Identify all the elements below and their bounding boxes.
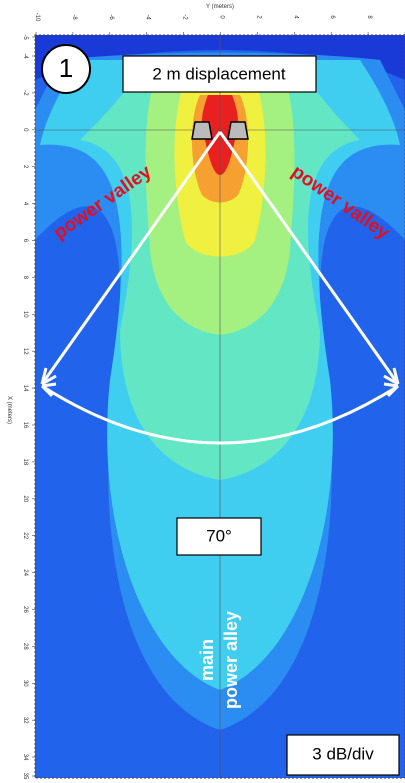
label-box: [122, 55, 317, 93]
left-tick-label: -2: [22, 90, 28, 96]
top-tick-label: -8: [71, 14, 77, 20]
left-tick-label: 2: [22, 165, 28, 169]
top-tick-label: 4: [292, 15, 298, 19]
left-tick-label: 30: [22, 680, 28, 687]
scale-label: 3 dB/div: [312, 744, 374, 763]
coverage-arrows: [40, 131, 400, 445]
left-tick-label: 28: [22, 643, 28, 650]
top-tick-label: 2: [255, 15, 261, 19]
left-tick-label: 0: [22, 128, 28, 132]
top-tick-label: -2: [182, 14, 188, 20]
left-tick-label: 16: [22, 422, 28, 429]
speaker: [191, 121, 213, 140]
left-tick-label: 26: [22, 606, 28, 613]
left-tick-label: 34: [22, 754, 28, 761]
left-tick-label: 8: [22, 276, 28, 280]
left-tick-label: 32: [22, 717, 28, 724]
left-tick-label: 24: [22, 569, 28, 576]
left-tick-label: 10: [22, 311, 28, 318]
displacement-label: 2 m displacement: [152, 64, 286, 83]
left-tick-label: 12: [22, 348, 28, 355]
left-tick-label: -5: [22, 34, 28, 40]
badge-number: 1: [59, 53, 73, 83]
left-tick-label: 20: [22, 495, 28, 502]
angle-label: 70°: [206, 526, 232, 545]
speaker: [227, 121, 249, 140]
top-tick-label: 6: [329, 15, 335, 19]
top-tick-label: 10: [403, 14, 405, 21]
axis-ticks: -10 -8 -6 -4 -2 0 2 4 6 8 10-5-4-20246810121416182…: [22, 13, 405, 780]
top-tick-label: -10: [34, 13, 40, 22]
left-axis-title: X (meters): [6, 396, 12, 424]
left-tick-label: 4: [22, 202, 28, 206]
top-axis-title: Y (meters): [206, 4, 234, 10]
left-tick-label: 14: [22, 385, 28, 392]
top-tick-label: 0: [219, 15, 225, 19]
top-tick-label: 8: [366, 15, 372, 19]
top-tick-label: -4: [145, 14, 151, 20]
left-tick-label: 22: [22, 532, 28, 539]
left-tick-label: 6: [22, 239, 28, 243]
left-tick-label: -4: [22, 53, 28, 59]
label-box: [286, 734, 400, 776]
top-tick-label: -6: [108, 14, 114, 20]
badge: [41, 44, 91, 94]
alley-label: power alley: [221, 611, 241, 709]
left-tick-label: 18: [22, 459, 28, 466]
alley-label: main: [197, 639, 217, 681]
label-box: [176, 517, 262, 556]
plot-frame: [34, 34, 405, 779]
left-tick-label: 35: [22, 773, 28, 780]
heatmap: [35, 35, 405, 778]
